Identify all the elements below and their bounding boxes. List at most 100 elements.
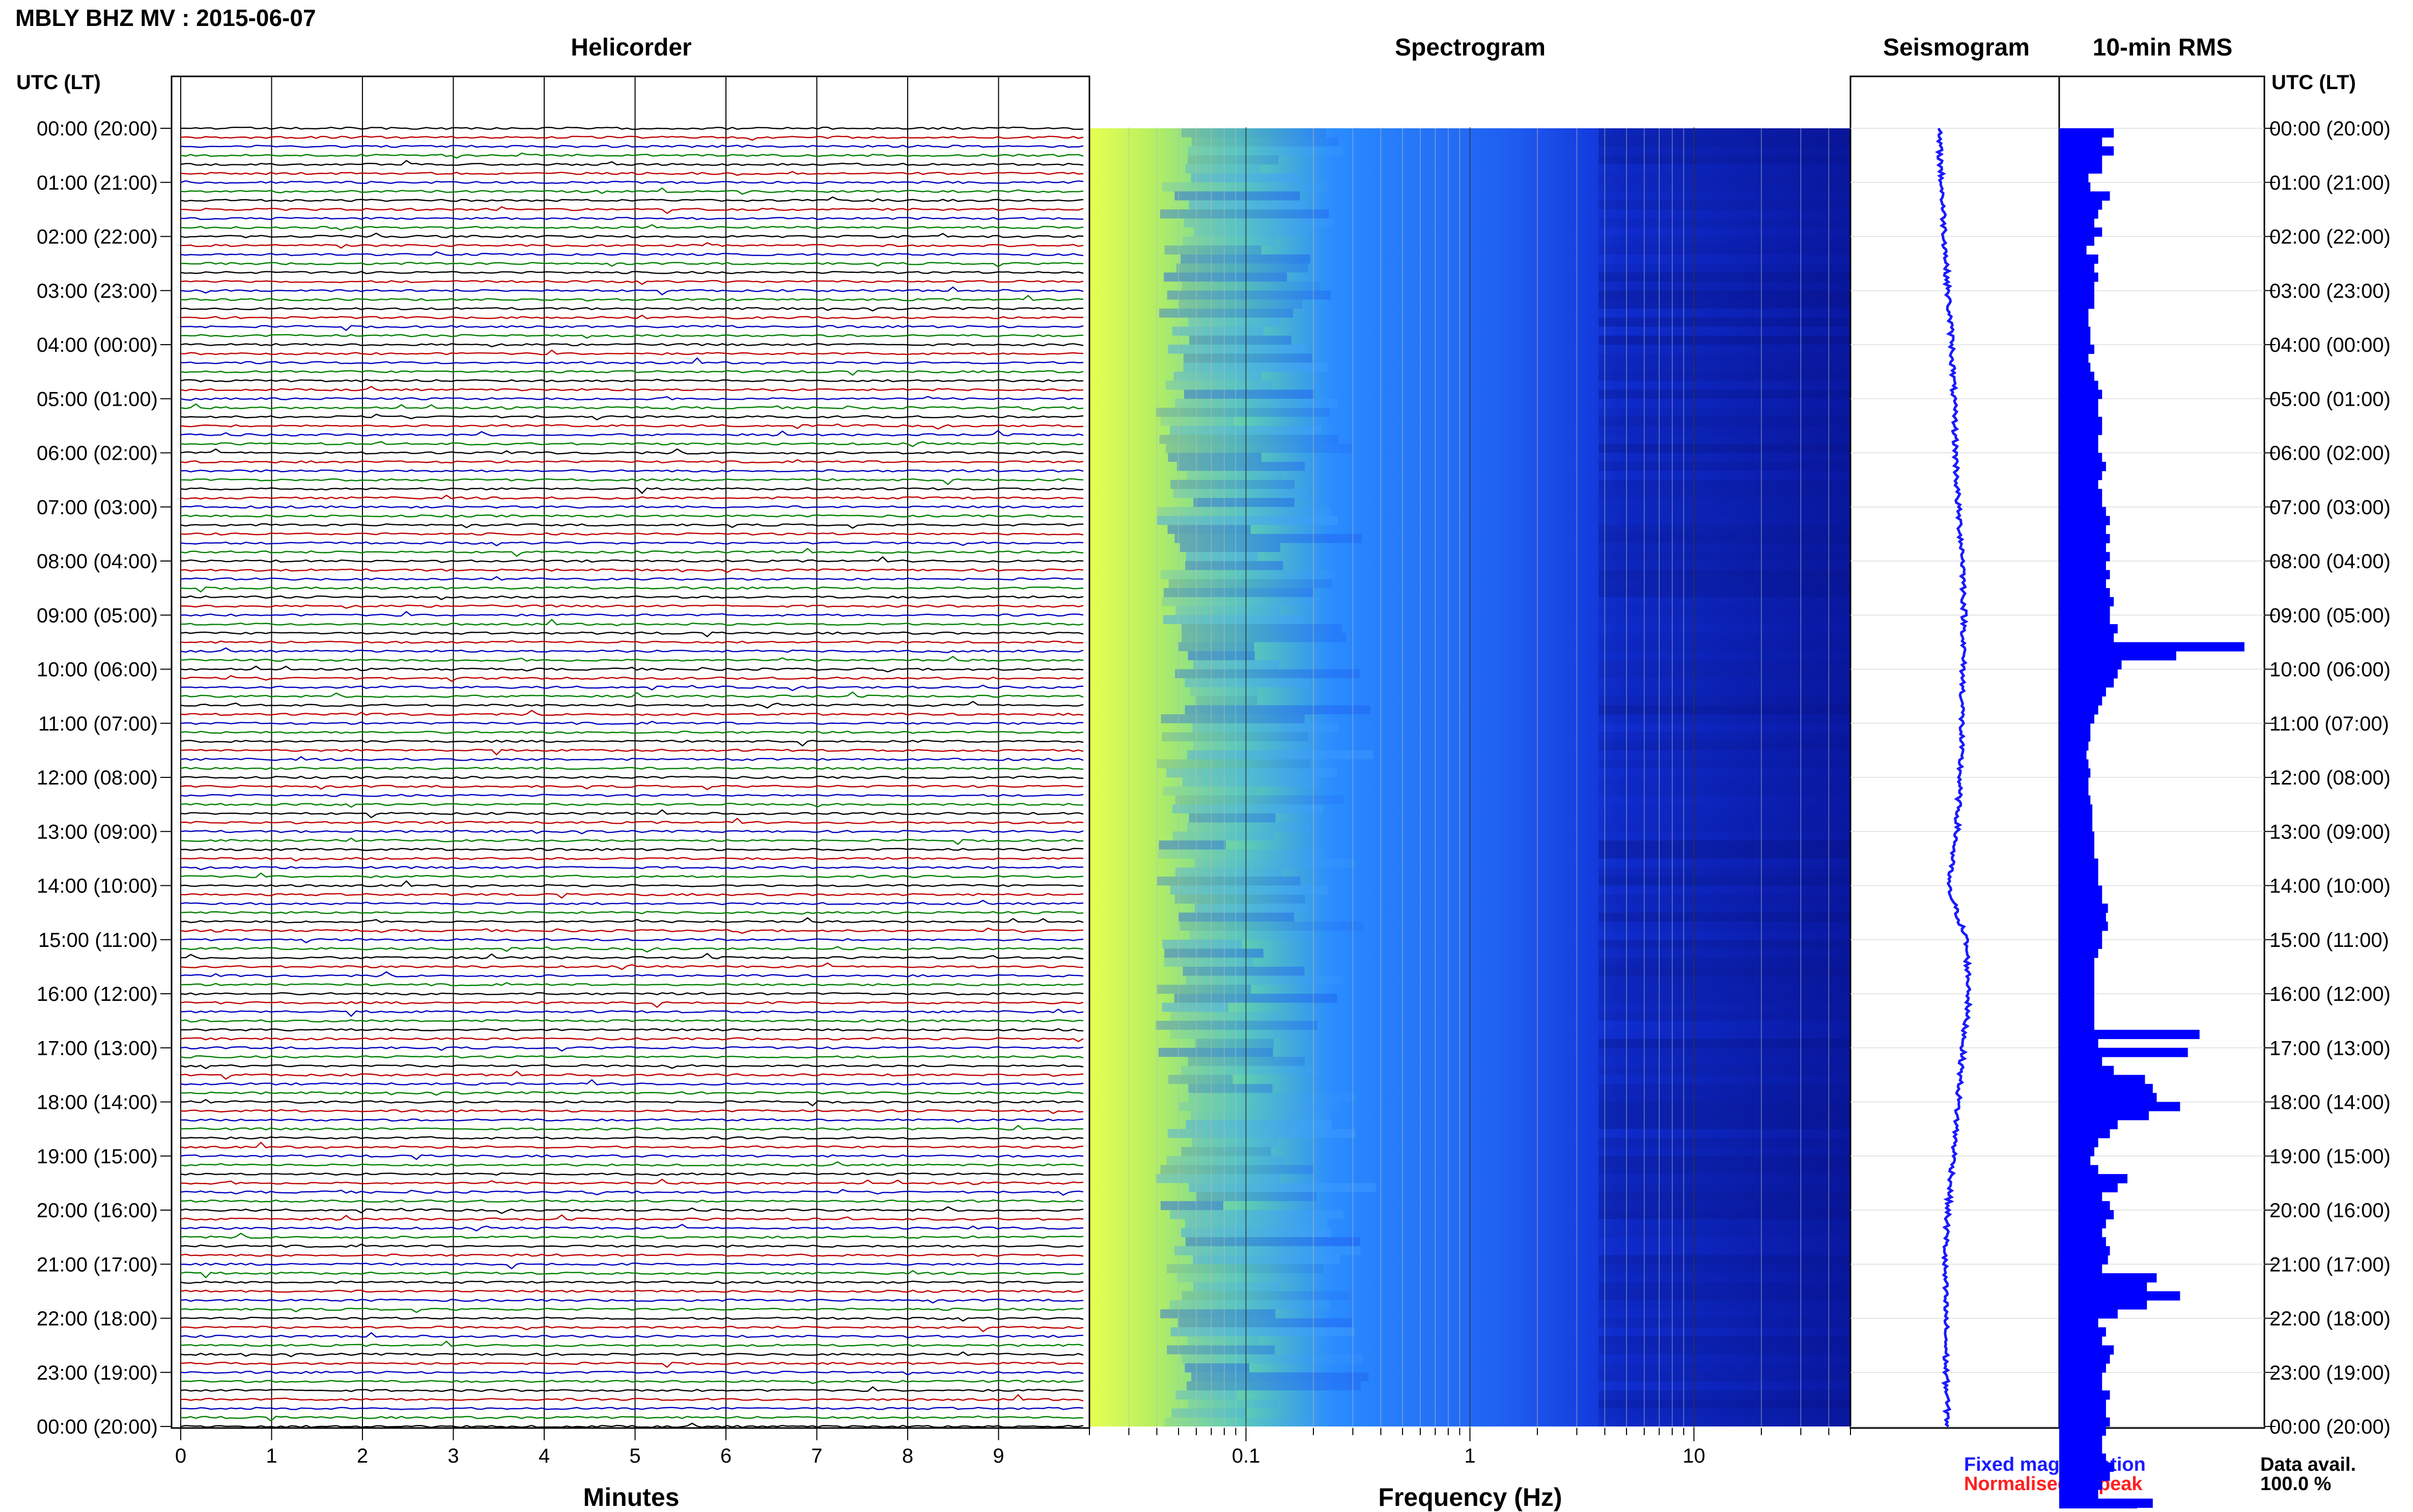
spectrogram-band [1190,1111,1330,1120]
hour-label-right: 09:00 (05:00) [2269,604,2391,627]
helicorder-trace [180,232,1084,239]
helicorder-trace [180,927,1084,934]
rms-bar [2059,290,2094,300]
spectrogram-band [1598,272,1850,282]
spectrogram-band [1157,507,1331,516]
rms-bar [2059,1165,2098,1174]
spectrogram-band [1598,885,1850,895]
spectrogram-band [1172,831,1274,841]
rms-bar [2059,516,2110,525]
spectrogram-band [1598,399,1850,408]
spectrogram-band [1598,462,1850,471]
rms-bar [2059,903,2108,913]
spectrogram-band [1598,741,1850,750]
spectrogram-band [1188,1084,1273,1093]
spectrogram-band [1598,335,1850,345]
spectrogram-band [1598,282,1850,291]
helicorder-trace [180,892,1084,899]
rms-bar [2059,1336,2102,1346]
rms-bar [2059,570,2110,579]
hour-label-right: 16:00 (12:00) [2269,983,2391,1005]
rms-bar [2059,335,2091,345]
rms-bar [2059,777,2089,787]
rms-bar [2059,1048,2188,1057]
helicorder-trace [180,196,1084,202]
hour-label-right: 12:00 (08:00) [2269,767,2391,789]
helicorder-trace [180,872,1084,879]
spectrogram-band [1598,858,1850,868]
rms-bar [2059,1084,2153,1094]
spectrogram-band [1598,1066,1850,1075]
spectrogram-band [1191,137,1338,147]
rms-bar [2059,462,2106,471]
helicorder-trace [180,448,1084,455]
spectrogram-band [1598,137,1850,147]
hour-label-left: 14:00 (10:00) [37,875,158,898]
spectrogram-band [1598,1183,1850,1192]
spectrogram-band [1156,407,1330,417]
spectrogram-band [1176,1273,1292,1282]
spectrogram-band [1156,1021,1317,1030]
spectrogram-band [1175,606,1281,615]
rms-bar [2059,912,2106,922]
spectrogram-band [1598,705,1850,715]
spectrogram-band [1598,498,1850,507]
spectrogram-band [1598,660,1850,669]
rms-bar [2059,317,2089,327]
helicorder-trace [180,1189,1084,1196]
spectrogram-band [1598,985,1850,994]
helicorder-trace [180,1290,1084,1293]
helicorder-trace [180,1064,1084,1070]
hour-label-left: 17:00 (13:00) [37,1037,158,1059]
spectrogram-band [1598,1255,1850,1265]
helicorder-trace [180,619,1084,627]
spectrogram-band [1160,416,1234,426]
spectrogram-band [1194,858,1356,868]
rms-bar [2059,164,2102,174]
helicorder-trace [180,1386,1084,1392]
spectrogram-band [1186,1381,1361,1391]
spectrogram-band [1175,867,1282,877]
rms-bar [2059,867,2098,877]
rms-bar [2059,1381,2102,1391]
helicorder-trace [180,1326,1084,1332]
rms-bar [2059,1012,2094,1021]
hour-label-left: 05:00 (01:00) [37,388,158,410]
minute-tick-label: 9 [993,1445,1004,1467]
rms-bar [2059,1453,2106,1463]
helicorder-trace [180,413,1084,421]
spectrogram-band [1598,407,1850,417]
spectrogram-band [1598,768,1850,777]
rms-bar [2059,534,2110,544]
spectrogram-band [1170,1210,1344,1219]
spectrogram-band [1598,389,1850,399]
spectrogram-band [1185,705,1370,715]
helicorder-trace [180,271,1084,274]
spectrogram-band [1170,1012,1281,1021]
helicorder-trace [180,568,1084,573]
helicorder-trace [180,767,1084,770]
spectrogram-band [1598,696,1850,706]
rms-bar [2059,759,2089,769]
frequency-tick-label: 1 [1464,1445,1475,1467]
spectrogram-band [1598,1084,1850,1093]
spectrogram-band [1168,453,1261,462]
hour-label-right: 05:00 (01:00) [2269,388,2391,410]
rms-bar [2059,416,2102,426]
hour-label-right: 13:00 (09:00) [2269,821,2391,843]
helicorder-trace [180,1317,1084,1322]
spectrogram-band [1158,849,1322,859]
spectrogram-band [1598,299,1850,309]
spectrogram-band [1191,173,1299,183]
spectrogram-band [1598,994,1850,1003]
rms-bar [2059,200,2102,210]
rms-bar [2059,885,2102,895]
spectrogram-band [1188,1399,1279,1409]
rms-bar [2059,309,2089,318]
spectrogram-band [1189,200,1306,210]
hour-label-left: 04:00 (00:00) [37,334,158,356]
helicorder-trace [180,314,1084,320]
helicorder-trace [181,1028,1084,1032]
rms-bar [2059,407,2098,417]
